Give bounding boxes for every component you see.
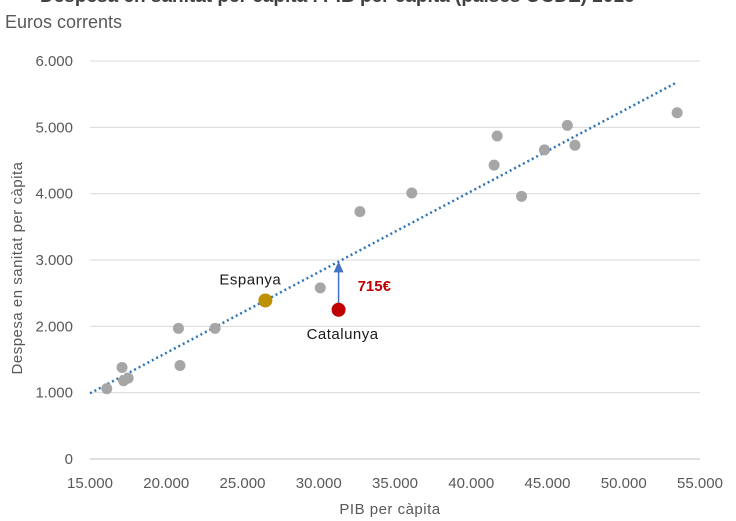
y-tick-label: 6.000 — [35, 53, 73, 70]
trendline — [89, 81, 678, 395]
data-point — [116, 361, 128, 373]
gap-arrow-head — [333, 261, 344, 273]
y-tick-label: 0 — [65, 451, 73, 468]
data-points — [101, 107, 683, 395]
data-point — [101, 383, 113, 395]
data-point — [561, 119, 573, 131]
data-point — [122, 372, 134, 384]
data-point — [671, 107, 683, 119]
x-axis-ticks: 15.000 20.000 25.000 30.000 35.000 40.000 45.0… — [67, 475, 723, 492]
x-tick-label: 35.000 — [372, 475, 418, 492]
y-tick-label: 4.000 — [35, 186, 73, 203]
data-point — [516, 190, 528, 202]
x-tick-label: 15.000 — [67, 475, 113, 492]
y-tick-label: 1.000 — [35, 385, 73, 402]
x-tick-label: 30.000 — [296, 475, 342, 492]
data-point — [488, 159, 500, 171]
y-axis-ticks: 0 1.000 2.000 3.000 4.000 5.000 6.000 — [35, 53, 73, 468]
chart-subtitle: Euros corrents — [5, 12, 123, 32]
y-tick-label: 3.000 — [35, 252, 73, 269]
x-axis-title: PIB per càpita — [339, 501, 440, 518]
x-tick-label: 25.000 — [220, 475, 266, 492]
gap-label: 715€ — [358, 278, 392, 295]
data-point — [569, 139, 581, 151]
gap-annotation: 715€ — [333, 261, 392, 304]
highlighted-points: Espanya Catalunya — [219, 271, 378, 342]
highlight-label: Catalunya — [307, 326, 379, 343]
data-point — [174, 359, 186, 371]
data-point — [491, 130, 503, 142]
x-tick-label: 50.000 — [601, 475, 647, 492]
data-point — [538, 144, 550, 156]
y-tick-label: 2.000 — [35, 318, 73, 335]
highlight-point — [331, 302, 346, 317]
data-point — [354, 206, 366, 218]
data-point — [406, 187, 418, 199]
highlight-label: Espanya — [219, 271, 281, 288]
chart-title: Despesa en sanitat per càpita i PIB per … — [40, 0, 635, 8]
data-point — [314, 282, 326, 294]
x-tick-label: 20.000 — [143, 475, 189, 492]
data-point — [209, 322, 221, 334]
x-tick-label: 55.000 — [677, 475, 723, 492]
x-tick-label: 40.000 — [448, 475, 494, 492]
x-tick-label: 45.000 — [525, 475, 571, 492]
gridlines — [90, 60, 700, 460]
y-axis-title: Despesa en sanitat per càpita — [9, 161, 26, 374]
highlight-point — [258, 293, 273, 308]
y-tick-label: 5.000 — [35, 119, 73, 136]
data-point — [172, 322, 184, 334]
